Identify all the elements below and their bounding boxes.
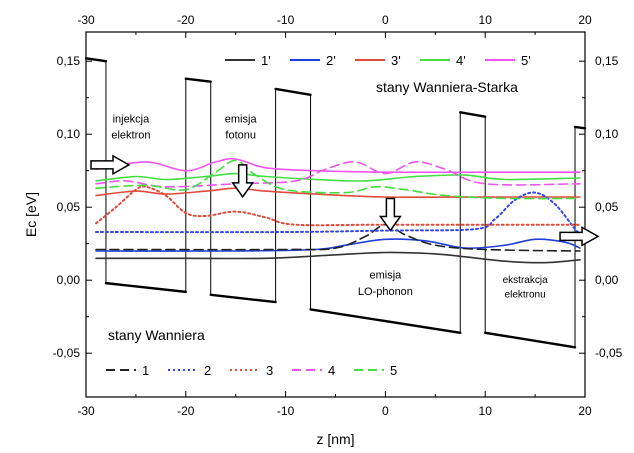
y-tick-label: 0,05: [57, 200, 81, 214]
x-tick-label-top: 20: [578, 13, 592, 27]
y-tick-label: 0,15: [57, 54, 81, 68]
annotation-text: emisja: [225, 114, 258, 126]
y-tick-label-right: -0,05: [595, 346, 623, 360]
y-axis-label: Ec [eV]: [23, 192, 39, 237]
band-segment: [573, 125, 587, 130]
series-line-1: [95, 223, 581, 252]
band-segment: [184, 77, 212, 83]
band-segment: [104, 281, 188, 294]
x-tick-label-top: -30: [77, 13, 95, 27]
wannier-legend-label: 3: [266, 363, 273, 378]
down-arrow-icon: [378, 197, 402, 232]
series-line-3: [95, 185, 581, 227]
wannier-stark-legend-label: 4': [456, 53, 466, 68]
series-line-1p: [95, 251, 581, 264]
x-tick-label: 10: [479, 404, 493, 418]
x-tick-label: -10: [277, 404, 295, 418]
band-segment: [484, 331, 577, 349]
y-tick-label: -0,05: [53, 346, 81, 360]
wannier-stark-legend-label: 3': [391, 53, 401, 68]
wannier-legend-label: 5: [390, 363, 397, 378]
annotation-text: injekcja: [113, 114, 151, 126]
band-segment: [209, 293, 277, 304]
y-tick-label-right: 0,00: [595, 273, 619, 287]
y-tick-label: 0,10: [57, 127, 81, 141]
wannier-legend-label: 1: [142, 363, 149, 378]
annotation-text: LO-phonon: [358, 286, 413, 298]
y-tick-label-right: 0,10: [595, 127, 619, 141]
series-line-4p: [95, 172, 581, 182]
x-tick-label: -30: [77, 404, 95, 418]
band-segment: [459, 111, 487, 118]
band-segment: [84, 57, 108, 63]
wannier-legend-label: 2: [204, 363, 211, 378]
series-line-4: [95, 161, 581, 188]
right-arrow-icon: [559, 226, 600, 247]
wannier-stark-legend-title: stany Wanniera-Starka: [376, 79, 518, 95]
x-tick-label: 0: [382, 404, 389, 418]
y-tick-label-right: 0,15: [595, 54, 619, 68]
y-tick-label: 0,00: [57, 273, 81, 287]
wannier-legend-title: stany Wanniera: [108, 327, 205, 343]
y-tick-label-right: 0,05: [595, 200, 619, 214]
x-tick-label-top: -20: [177, 13, 195, 27]
x-tick-label-top: 10: [479, 13, 493, 27]
x-tick-label-top: 0: [382, 13, 389, 27]
wannier-legend-label: 4: [328, 363, 335, 378]
x-tick-label: 20: [578, 404, 592, 418]
series-line-2: [95, 191, 581, 235]
band-segment: [274, 87, 312, 96]
wannier-stark-legend-label: 1': [261, 53, 271, 68]
band-segment: [309, 308, 462, 334]
annotation-text: emisja: [370, 270, 403, 282]
annotation-text: fotonu: [225, 130, 256, 142]
down-arrow-icon: [231, 164, 255, 199]
annotation-text: elektron: [111, 130, 150, 142]
series-line-5p: [95, 157, 581, 174]
wannier-stark-legend-label: 2': [326, 53, 336, 68]
series-line-5: [95, 159, 581, 200]
annotation-text: ekstrakcja: [503, 275, 548, 286]
x-axis-label: z [nm]: [316, 431, 354, 447]
right-arrow-icon: [90, 154, 131, 176]
annotation-text: elektronu: [505, 290, 546, 301]
x-tick-label: -20: [177, 404, 195, 418]
wannier-stark-legend-label: 5': [521, 53, 531, 68]
x-tick-label-top: -10: [277, 13, 295, 27]
